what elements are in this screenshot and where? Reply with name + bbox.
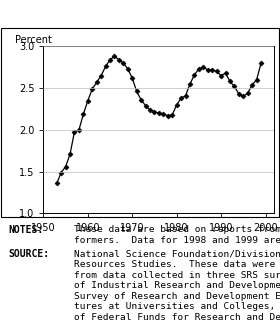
Text: formers.  Data for 1998 and 1999 are preliminary.: formers. Data for 1998 and 1999 are prel…	[74, 236, 280, 245]
Text: NOTES:: NOTES:	[8, 225, 44, 235]
Text: tures at Universities and Colleges, and Survey: tures at Universities and Colleges, and …	[74, 303, 280, 311]
Text: Survey of Research and Development Expendi-: Survey of Research and Development Expen…	[74, 292, 280, 301]
Text: National Science Foundation/Division of Science: National Science Foundation/Division of …	[74, 250, 280, 259]
Text: from data collected in three SRS surveys: Survey: from data collected in three SRS surveys…	[74, 271, 280, 280]
Text: Percent: Percent	[15, 35, 52, 45]
Text: of Federal Funds for Research and Development.: of Federal Funds for Research and Develo…	[74, 313, 280, 322]
Text: of Industrial Research and Development,: of Industrial Research and Development,	[74, 281, 280, 290]
Text: SOURCE:: SOURCE:	[8, 250, 50, 260]
Text: These data are based on reports from R&D per-: These data are based on reports from R&D…	[74, 225, 280, 234]
Text: Resources Studies.  These data were derived: Resources Studies. These data were deriv…	[74, 260, 280, 269]
Text: Figure 1.  U.S. R&D as a percent of GDP: 1953-99: Figure 1. U.S. R&D as a percent of GDP: …	[8, 7, 280, 18]
